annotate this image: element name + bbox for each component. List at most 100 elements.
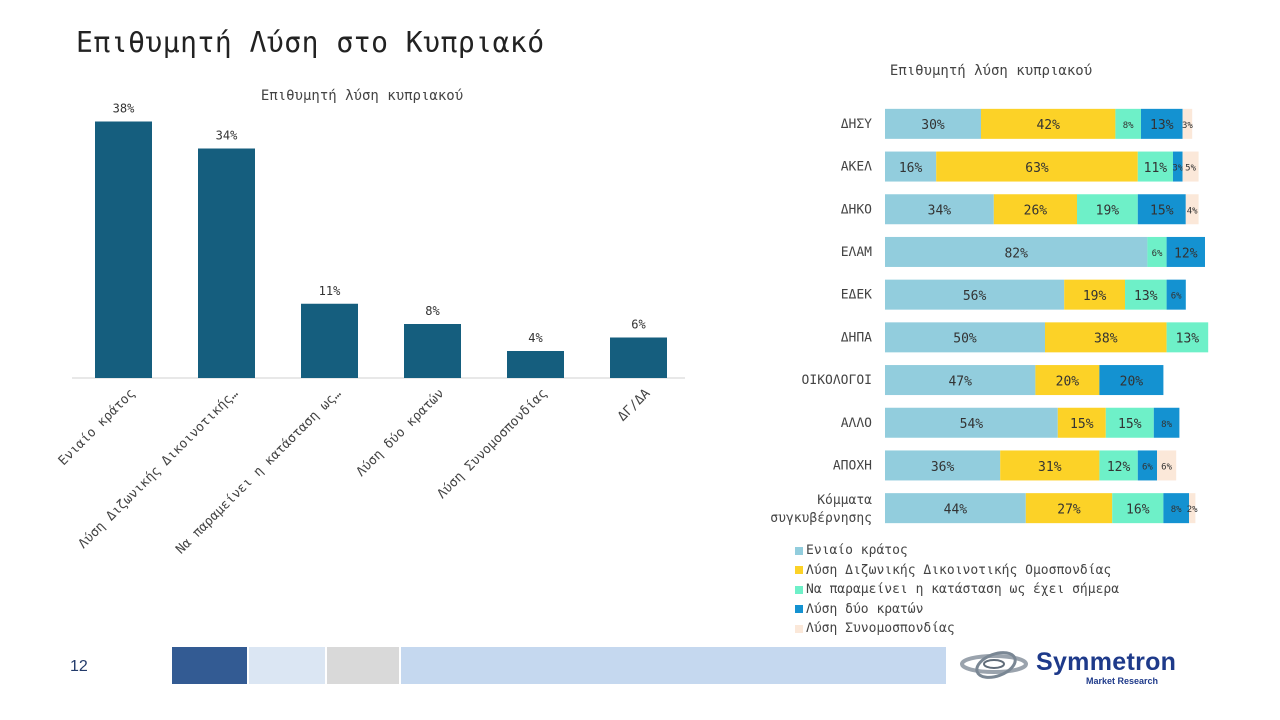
left-category-label: Να παραμείνει η κατάσταση ως… [173,386,344,557]
legend-label: Ενιαίο κράτος [806,543,908,559]
legend-label: Λύση δύο κρατών [806,601,924,617]
right-category-label: ΔΗΣΥ [841,117,872,132]
segment-value-label: 47% [948,374,972,389]
segment-value-label: 44% [944,502,968,517]
right-category-label: ΕΛΑΜ [841,245,872,260]
segment-value-label: 20% [1120,374,1144,389]
left-bar-value-label: 8% [425,304,440,318]
left-category-label: Λύση δύο κρατών [354,386,448,480]
footer-block-3 [327,647,399,684]
stacked-segment [1105,407,1154,438]
stacked-segment [981,108,1116,139]
stacked-segment [1166,236,1205,267]
stacked-segment [1189,493,1196,524]
right-chart-title: Επιθυμητή λύση κυπριακού [890,63,1092,79]
stacked-segment [1125,279,1167,310]
segment-value-label: 6% [1152,249,1163,259]
stacked-segment [1077,194,1138,225]
stacked-segment [885,407,1058,438]
segment-value-label: 3% [1182,121,1193,131]
right-stacked-bar-chart: Επιθυμητή λύση κυπριακού ΔΗΣΥ ΑΚΕΛ ΔΗΚΟ ΕΛΑ… [770,63,1209,526]
stacked-segment [1166,322,1209,353]
segment-value-label: 15% [1070,417,1094,432]
stacked-segment [1045,322,1167,353]
legend-swatch [795,605,803,614]
segment-value-label: 5% [1185,164,1196,174]
stacked-segment [936,151,1138,182]
right-chart-legend: Ενιαίο κράτος Λύση Διζωνικής Δικοινοτικής… [795,541,1119,639]
left-bar [507,351,564,378]
legend-item: Λύση Διζωνικής Δικοινοτικής Ομοσπονδίας [795,561,1119,581]
segment-value-label: 19% [1083,289,1107,304]
left-category-label: Λύση Διζωνικής Δικοινοτικής… [76,386,242,552]
legend-swatch [795,566,803,575]
segment-value-label: 12% [1174,246,1198,261]
segment-value-label: 20% [1056,374,1080,389]
segment-value-label: 56% [963,289,987,304]
segment-value-label: 15% [1118,417,1142,432]
stacked-segment [1182,151,1199,182]
stacked-segment [1099,450,1138,481]
brand-name: Symmetron [1036,648,1177,676]
left-bar [404,324,461,378]
segment-value-label: 27% [1057,502,1081,517]
legend-swatch [795,624,803,633]
legend-label: Λύση Διζωνικής Δικοινοτικής Ομοσπονδίας [806,562,1112,578]
stacked-segment [885,322,1045,353]
segment-value-label: 38% [1094,332,1118,347]
stacked-segment [1064,279,1125,310]
stacked-segment [1000,450,1100,481]
stacked-segment [885,493,1026,524]
segment-value-label: 12% [1107,460,1131,475]
stacked-segment [1137,450,1157,481]
legend-swatch [795,546,803,555]
swirl-logo-icon [960,651,1028,679]
left-bar [95,121,152,378]
page-number: 12 [70,658,88,675]
right-category-label: ΑΚΕΛ [841,160,872,175]
stacked-segment [1112,493,1164,524]
stacked-segment [1035,365,1100,396]
stacked-segment [1163,493,1189,524]
left-bar-value-label: 34% [216,129,238,143]
legend-item: Λύση Συνομοσπονδίας [795,619,1119,639]
right-category-label: ΑΛΛΟ [841,416,872,431]
stacked-segment [885,236,1148,267]
segment-value-label: 26% [1024,204,1048,219]
footer-block-1 [172,647,247,684]
legend-item: Να παραμείνει η κατάσταση ως έχει σήμερα [795,580,1119,600]
segment-value-label: 8% [1161,420,1172,430]
legend-item: Λύση δύο κρατών [795,600,1119,620]
left-bar-chart: Επιθυμητή λύση κυπριακού 38% 34% 11% 8% 4% 6%… [56,88,685,557]
stacked-segment [1099,365,1164,396]
segment-value-label: 30% [921,118,945,133]
right-category-label: Κόμματα [817,493,872,508]
stacked-segment [1115,108,1141,139]
segment-value-label: 42% [1036,118,1060,133]
stacked-segment [1057,407,1106,438]
segment-value-label: 3% [1172,164,1183,174]
stacked-segment [885,108,981,139]
stacked-segment [885,151,937,182]
stacked-segment [1141,108,1183,139]
right-category-label: συγκυβέρνησης [770,511,872,526]
segment-value-label: 19% [1096,204,1120,219]
segment-value-label: 54% [960,417,984,432]
left-category-label: Ενιαίο κράτος [56,386,139,469]
segment-value-label: 11% [1144,161,1168,176]
right-category-label: ΑΠΟΧΗ [833,458,872,473]
segment-value-label: 15% [1150,204,1174,219]
segment-value-label: 31% [1038,460,1062,475]
segment-value-label: 82% [1004,246,1028,261]
segment-value-label: 13% [1176,332,1200,347]
segment-value-label: 2% [1187,505,1198,515]
stacked-segment [885,194,994,225]
segment-value-label: 6% [1171,292,1182,302]
legend-label: Λύση Συνομοσπονδίας [806,621,955,637]
right-category-label: ΟΙΚΟΛΟΓΟΙ [802,373,872,388]
slide-title: Επιθυμητή Λύση στο Κυπριακό [76,26,545,59]
footer-block-2 [249,647,325,684]
left-bar-value-label: 38% [113,102,135,116]
legend-item: Ενιαίο κράτος [795,541,1119,561]
left-bar [198,148,255,378]
